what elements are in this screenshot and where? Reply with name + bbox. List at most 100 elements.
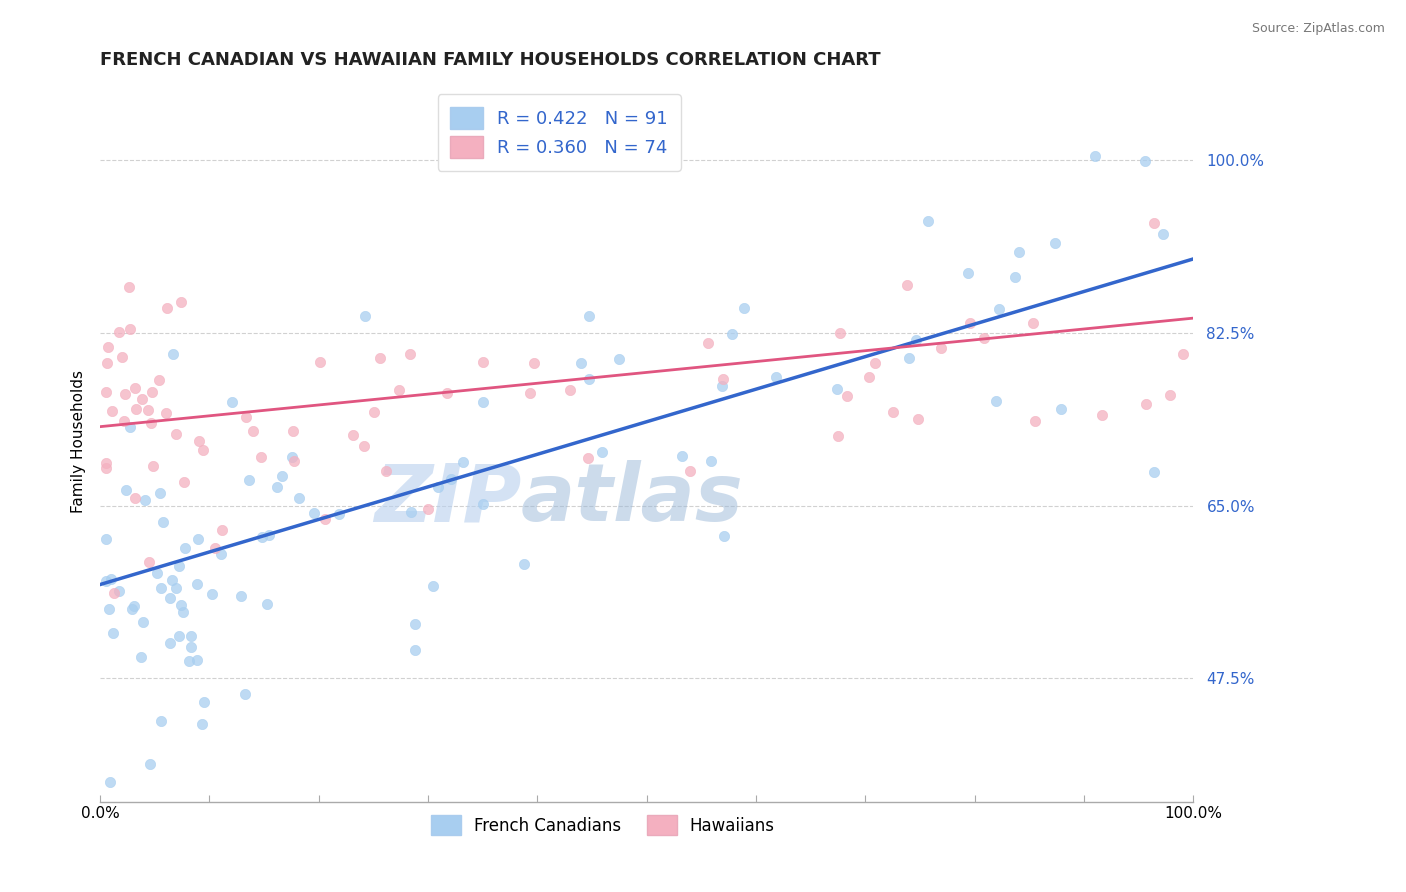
Point	[252, 530, 274, 544]
Point	[148, 373, 170, 387]
Point	[131, 615, 153, 629]
Point	[578, 372, 600, 386]
Point	[328, 508, 350, 522]
Point	[427, 480, 450, 494]
Point	[169, 295, 191, 310]
Point	[513, 558, 536, 572]
Point	[287, 491, 309, 505]
Point	[1159, 388, 1181, 402]
Point	[94, 533, 117, 547]
Point	[281, 450, 304, 464]
Point	[973, 331, 995, 345]
Point	[388, 383, 411, 397]
Point	[302, 506, 325, 520]
Point	[211, 523, 233, 537]
Point	[1173, 346, 1195, 360]
Point	[136, 403, 159, 417]
Point	[115, 483, 138, 497]
Point	[159, 591, 181, 606]
Text: ZIP: ZIP	[374, 460, 522, 538]
Point	[257, 528, 280, 542]
Point	[399, 505, 422, 519]
Point	[713, 529, 735, 543]
Point	[699, 454, 721, 468]
Point	[404, 616, 426, 631]
Point	[1024, 414, 1046, 428]
Point	[1135, 397, 1157, 411]
Point	[180, 640, 202, 654]
Legend: French Canadians, Hawaiians: French Canadians, Hawaiians	[423, 806, 783, 844]
Point	[471, 497, 494, 511]
Point	[896, 278, 918, 293]
Point	[149, 485, 172, 500]
Point	[679, 464, 702, 478]
Point	[229, 589, 252, 603]
Point	[283, 454, 305, 468]
Point	[576, 450, 599, 465]
Point	[167, 629, 190, 643]
Point	[97, 340, 120, 354]
Point	[190, 716, 212, 731]
Point	[1152, 227, 1174, 241]
Point	[733, 301, 755, 316]
Text: atlas: atlas	[522, 460, 744, 538]
Point	[266, 480, 288, 494]
Point	[124, 599, 146, 613]
Point	[146, 566, 169, 580]
Point	[180, 629, 202, 643]
Point	[186, 577, 208, 591]
Point	[404, 643, 426, 657]
Point	[131, 392, 153, 406]
Point	[440, 472, 463, 486]
Point	[177, 655, 200, 669]
Point	[124, 491, 146, 505]
Point	[242, 424, 264, 438]
Point	[94, 460, 117, 475]
Point	[472, 355, 495, 369]
Point	[363, 405, 385, 419]
Point	[193, 695, 215, 709]
Point	[1049, 402, 1071, 417]
Point	[436, 385, 458, 400]
Point	[1091, 408, 1114, 422]
Point	[114, 387, 136, 401]
Point	[165, 427, 187, 442]
Point	[342, 428, 364, 442]
Point	[1135, 153, 1157, 168]
Point	[1084, 149, 1107, 163]
Point	[124, 381, 146, 395]
Point	[865, 356, 887, 370]
Point	[142, 458, 165, 473]
Point	[858, 370, 880, 384]
Point	[120, 420, 142, 434]
Point	[94, 456, 117, 470]
Point	[98, 775, 121, 789]
Point	[250, 450, 273, 465]
Point	[124, 402, 146, 417]
Point	[233, 687, 256, 701]
Point	[96, 356, 118, 370]
Point	[134, 492, 156, 507]
Point	[1043, 236, 1066, 251]
Point	[167, 558, 190, 573]
Point	[471, 394, 494, 409]
Point	[917, 213, 939, 227]
Point	[399, 347, 422, 361]
Point	[221, 395, 243, 409]
Point	[159, 636, 181, 650]
Point	[765, 369, 787, 384]
Point	[172, 605, 194, 619]
Point	[904, 333, 927, 347]
Point	[354, 309, 377, 323]
Point	[170, 598, 193, 612]
Point	[720, 327, 742, 342]
Point	[201, 587, 224, 601]
Point	[825, 382, 848, 396]
Point	[986, 394, 1008, 409]
Point	[150, 714, 173, 728]
Point	[281, 424, 304, 438]
Point	[835, 388, 858, 402]
Point	[828, 326, 851, 341]
Point	[120, 321, 142, 335]
Point	[94, 385, 117, 400]
